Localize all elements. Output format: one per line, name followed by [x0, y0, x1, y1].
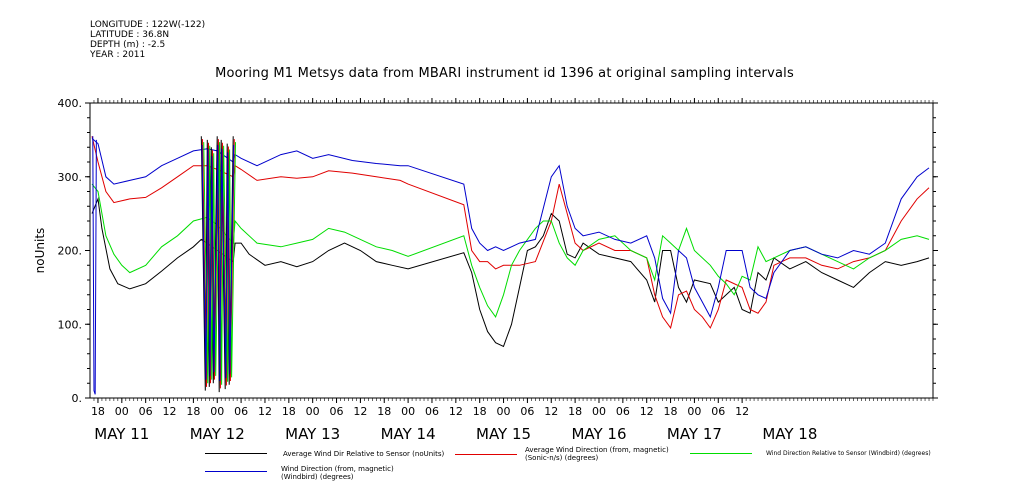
chart-title: Mooring M1 Metsys data from MBARI instru…	[215, 66, 794, 81]
x-tick-label: 18	[473, 405, 487, 418]
x-tick-label: 06	[425, 405, 439, 418]
x-tick-label: 12	[544, 405, 558, 418]
x-tick-label: 12	[353, 405, 367, 418]
y-tick-label: 200.	[58, 245, 83, 258]
meta-depth: DEPTH (m) : -2.5	[90, 40, 166, 50]
x-tick-label: 12	[735, 405, 749, 418]
x-tick-label: 00	[401, 405, 415, 418]
meta-latitude: LATITUDE : 36.8N	[90, 30, 170, 40]
meta-year: YEAR : 2011	[90, 50, 146, 60]
x-tick-label: 00	[497, 405, 511, 418]
x-tick-label: 06	[330, 405, 344, 418]
y-axis-label: noUnits	[33, 228, 47, 274]
x-day-label: MAY 11	[94, 425, 149, 443]
y-tick-label: 400.	[58, 97, 83, 110]
x-tick-label: 18	[91, 405, 105, 418]
x-tick-label: 06	[139, 405, 153, 418]
x-tick-label: 00	[306, 405, 320, 418]
x-day-label: MAY 18	[762, 425, 817, 443]
x-tick-label: 12	[449, 405, 463, 418]
x-day-label: MAY 15	[476, 425, 531, 443]
x-day-label: MAY 12	[190, 425, 245, 443]
series-spikes-2	[203, 142, 236, 385]
x-tick-label: 12	[640, 405, 654, 418]
y-tick-label: 100.	[58, 318, 83, 331]
x-tick-label: 12	[258, 405, 272, 418]
series-spikes-0	[200, 136, 234, 393]
x-day-label: MAY 16	[571, 425, 626, 443]
x-tick-label: 18	[568, 405, 582, 418]
meta-longitude: LONGITUDE : 122W(-122)	[90, 20, 206, 30]
x-tick-label: 00	[592, 405, 606, 418]
x-day-label: MAY 14	[381, 425, 436, 443]
x-tick-label: 18	[186, 405, 200, 418]
x-day-label: MAY 17	[667, 425, 722, 443]
series-spikes-3	[201, 144, 235, 382]
series-spikes-1	[202, 139, 235, 389]
x-tick-label: 00	[210, 405, 224, 418]
x-tick-label: 06	[234, 405, 248, 418]
metadata-block: LONGITUDE : 122W(-122) LATITUDE : 36.8N …	[90, 20, 205, 60]
y-tick-label: 300.	[58, 171, 83, 184]
x-tick-label: 00	[687, 405, 701, 418]
x-tick-label: 18	[377, 405, 391, 418]
x-day-label: MAY 13	[285, 425, 340, 443]
x-tick-label: 12	[163, 405, 177, 418]
x-tick-label: 00	[115, 405, 129, 418]
x-tick-label: 18	[664, 405, 678, 418]
y-tick-label: 0.	[72, 392, 83, 405]
x-tick-label: 18	[282, 405, 296, 418]
x-tick-label: 06	[616, 405, 630, 418]
x-tick-label: 06	[520, 405, 534, 418]
series-start-spike	[92, 136, 97, 395]
x-tick-label: 06	[711, 405, 725, 418]
